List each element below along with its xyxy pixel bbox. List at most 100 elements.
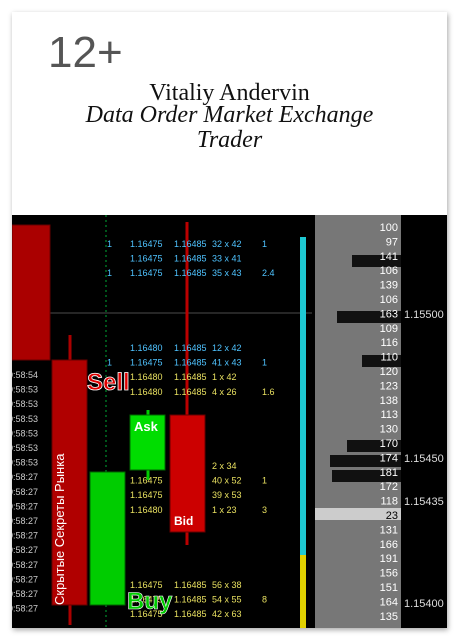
time-label: 0:58:27	[12, 487, 38, 497]
order-cell: 33 x 41	[212, 254, 242, 264]
ladder-volume: 164	[380, 596, 398, 608]
order-cell: 1.16485	[174, 268, 207, 278]
order-cell: 1.16480	[130, 505, 163, 515]
ladder-volume: 23	[386, 510, 398, 522]
order-cell: 1.16475	[130, 609, 163, 619]
sell-label: Sell	[87, 369, 130, 396]
time-label: 0:58:53	[12, 399, 38, 409]
ladder-volume: 130	[380, 424, 398, 436]
time-label: 0:58:27	[12, 472, 38, 482]
ladder-volume: 123	[380, 380, 398, 392]
ladder-volume: 141	[380, 251, 398, 263]
time-label: 0:58:53	[12, 428, 38, 438]
order-cell: 1	[107, 268, 112, 278]
order-cell: 1.16480	[130, 387, 163, 397]
time-label: 0:58:27	[12, 560, 38, 570]
ladder-volume: 116	[380, 337, 398, 349]
order-cell: 32 x 42	[212, 239, 242, 249]
price-label: 1.15400	[404, 598, 444, 610]
ladder-volume: 131	[380, 524, 398, 536]
order-cell: 1.16475	[130, 490, 163, 500]
time-label: 0:58:27	[12, 574, 38, 584]
vertical-caption: Скрытые Секреты Рынка	[52, 453, 67, 605]
order-cell: 1 x 42	[212, 372, 237, 382]
book-title: Data Order Market Exchange Trader	[85, 102, 374, 153]
ladder-volume: 170	[380, 438, 398, 450]
order-cell: 1.16475	[130, 358, 163, 368]
ladder-volume: 181	[380, 467, 398, 479]
ladder-volume: 163	[380, 308, 398, 320]
order-cell: 42 x 63	[212, 609, 242, 619]
order-cell: 1	[107, 358, 112, 368]
order-cell: 1 x 23	[212, 505, 237, 515]
time-label: 0:58:27	[12, 516, 38, 526]
order-cell: 35 x 43	[212, 268, 242, 278]
order-cell: 1	[262, 358, 267, 368]
trading-screenshot: 1009714110613910616310911611012012313811…	[12, 215, 447, 628]
author: Vitaliy Andervin	[149, 80, 310, 106]
time-label: 0:58:27	[12, 531, 38, 541]
order-cell: 1.16480	[130, 372, 163, 382]
price-label: 1.15450	[404, 453, 444, 465]
order-cell: 1.16485	[174, 609, 207, 619]
ladder-volume: 135	[380, 611, 398, 623]
ladder-volume: 110	[380, 352, 398, 364]
order-cell: 40 x 52	[212, 476, 242, 486]
order-cell: 1.16475	[130, 268, 163, 278]
order-cell: 3	[262, 505, 267, 515]
time-label: 0:58:27	[12, 604, 38, 614]
ladder-volume: 106	[380, 265, 398, 277]
price-label: 1.15500	[404, 309, 444, 321]
order-cell: 56 x 38	[212, 580, 242, 590]
order-cell: 41 x 43	[212, 358, 242, 368]
time-label: 0:58:53	[12, 414, 38, 424]
ladder-volume: 151	[380, 582, 398, 594]
order-cell: 1	[262, 476, 267, 486]
time-label: 0:58:53	[12, 458, 38, 468]
order-cell: 1.16475	[130, 476, 163, 486]
time-label: 0:58:53	[12, 443, 38, 453]
price-label: 1.15435	[404, 496, 444, 508]
time-label: 0:58:27	[12, 589, 38, 599]
ladder-volume: 139	[380, 280, 398, 292]
time-label: 0:58:54	[12, 370, 38, 380]
ladder-volume: 166	[380, 539, 398, 551]
order-cell: 1.16475	[130, 595, 163, 605]
order-cell: 1.16485	[174, 372, 207, 382]
order-cell: 12 x 42	[212, 343, 242, 353]
ladder-volume: 109	[380, 323, 398, 335]
order-cell: 1.16475	[130, 239, 163, 249]
ladder-volume: 118	[380, 496, 398, 508]
ladder-volume: 138	[380, 395, 398, 407]
ladder-volume: 106	[380, 294, 398, 306]
bid-label: Bid	[174, 514, 193, 528]
buy-label: Buy	[127, 588, 173, 615]
order-cell: 1.16485	[174, 595, 207, 605]
order-cell: 1.6	[262, 387, 275, 397]
order-cell: 2 x 34	[212, 461, 237, 471]
time-label: 0:58:27	[12, 545, 38, 555]
ask-label: Ask	[134, 419, 159, 434]
ladder-volume: 172	[380, 481, 398, 493]
order-cell: 1	[107, 239, 112, 249]
order-cell: 1.16475	[130, 254, 163, 264]
order-cell: 1.16485	[174, 387, 207, 397]
order-cell: 1.16485	[174, 358, 207, 368]
time-label: 0:58:27	[12, 501, 38, 511]
order-cell: 2.4	[262, 268, 275, 278]
ladder-volume: 120	[380, 366, 398, 378]
time-label: 0:58:53	[12, 385, 38, 395]
order-cell: 39 x 53	[212, 490, 242, 500]
ladder-volume: 113	[380, 409, 398, 421]
order-cell: 4 x 26	[212, 387, 237, 397]
order-cell: 1.16485	[174, 343, 207, 353]
order-cell: 1.16485	[174, 239, 207, 249]
book-cover: 12+ Vitaliy Andervin Data Order Market E…	[12, 12, 447, 628]
ladder-volume: 191	[380, 553, 398, 565]
order-cell: 1	[262, 239, 267, 249]
order-cell: 1.16485	[174, 580, 207, 590]
ladder-volume: 100	[380, 222, 398, 234]
order-cell: 8	[262, 595, 267, 605]
age-rating: 12+	[48, 28, 123, 77]
